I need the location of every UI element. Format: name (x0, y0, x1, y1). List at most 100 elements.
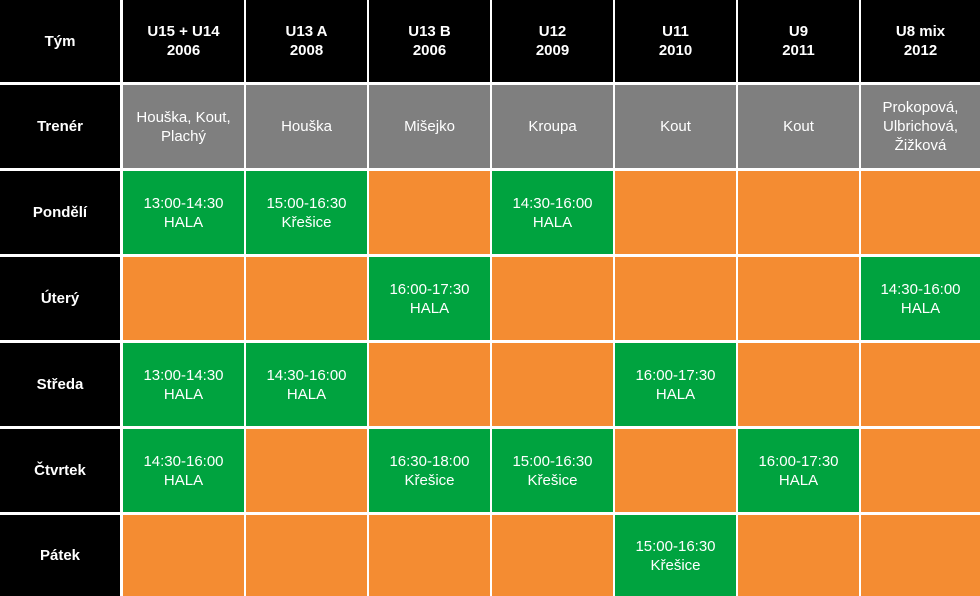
trainer-cell-text: Žižková (894, 137, 947, 154)
row-header-trainer-text: Trenér (37, 118, 83, 135)
session-cell-text: Křešice (650, 556, 701, 574)
trainer-cell-text: Prokopová, (882, 99, 959, 116)
corner-header-team-text: Tým (44, 32, 76, 50)
empty-cell (246, 515, 367, 596)
trainer-cell-text: Kout (783, 118, 814, 135)
empty-cell (861, 429, 980, 512)
team-header-text: U15 + U14 (147, 23, 220, 40)
trainer-cell: Kout (615, 85, 736, 168)
empty-cell (492, 343, 613, 426)
session-cell: 16:30-18:00 Křešice (369, 429, 490, 512)
team-header-text: U9 (788, 23, 809, 40)
empty-cell (738, 343, 859, 426)
team-header: U12 2009 (492, 0, 613, 82)
session-cell-text: HALA (778, 471, 819, 489)
session-cell: 13:00-14:30 HALA (123, 343, 244, 426)
session-cell-text: 16:00-17:30 (389, 280, 470, 298)
team-header: U8 mix 2012 (861, 0, 980, 82)
team-header: U9 2011 (738, 0, 859, 82)
session-cell-text: HALA (532, 213, 573, 231)
trainer-cell: Houška (246, 85, 367, 168)
team-header-text: U13 A (285, 23, 328, 40)
empty-cell (492, 515, 613, 596)
empty-cell (369, 343, 490, 426)
team-header-text: 2008 (289, 42, 324, 59)
row-header-day-text: Pátek (39, 547, 81, 564)
session-cell-text: 15:00-16:30 (635, 537, 716, 555)
team-header: U13 A 2008 (246, 0, 367, 82)
session-cell-text: 15:00-16:30 (512, 452, 593, 470)
empty-cell (246, 257, 367, 340)
row-header-day-text: Středa (36, 376, 84, 393)
session-cell: 15:00-16:30 Křešice (492, 429, 613, 512)
empty-cell (246, 429, 367, 512)
empty-cell (123, 515, 244, 596)
row-header-day-text: Úterý (40, 290, 80, 307)
session-cell-text: Křešice (527, 471, 578, 489)
session-cell-text: 13:00-14:30 (143, 194, 224, 212)
session-cell: 16:00-17:30 HALA (369, 257, 490, 340)
session-cell-text: 14:30-16:00 (266, 366, 347, 384)
team-header-text: U11 (662, 23, 689, 40)
session-cell-text: 14:30-16:00 (880, 280, 961, 298)
team-header-text: U12 (538, 23, 567, 40)
empty-cell (615, 429, 736, 512)
session-cell-text: HALA (409, 299, 450, 317)
empty-cell (369, 171, 490, 254)
session-cell-text: 15:00-16:30 (266, 194, 347, 212)
session-cell: 13:00-14:30 HALA (123, 171, 244, 254)
corner-header-team: Tým (0, 0, 120, 82)
row-header-day: Pondělí (0, 171, 120, 254)
team-header-text: 2006 (412, 42, 447, 59)
team-header-text: U13 B (408, 23, 451, 40)
session-cell: 16:00-17:30 HALA (615, 343, 736, 426)
trainer-cell-text: Ulbrichová, (882, 118, 959, 135)
team-header-text: 2006 (166, 42, 201, 59)
row-header-day: Středa (0, 343, 120, 426)
session-cell: 14:30-16:00 HALA (492, 171, 613, 254)
trainer-cell-text: Mišejko (404, 118, 455, 135)
empty-cell (861, 171, 980, 254)
session-cell-text: Křešice (404, 471, 455, 489)
empty-cell (861, 515, 980, 596)
session-cell: 16:00-17:30 HALA (738, 429, 859, 512)
session-cell-text: 16:00-17:30 (758, 452, 839, 470)
trainer-cell: Houška, Kout, Plachý (123, 85, 244, 168)
trainer-cell-text: Houška, Kout, (136, 108, 231, 126)
team-header-text: 2010 (658, 42, 693, 59)
empty-cell (738, 171, 859, 254)
session-cell: 14:30-16:00 HALA (123, 429, 244, 512)
trainer-cell: Mišejko (369, 85, 490, 168)
team-header-text: 2012 (903, 42, 938, 59)
session-cell: 15:00-16:30 Křešice (246, 171, 367, 254)
session-cell-text: 14:30-16:00 (512, 194, 593, 212)
trainer-cell-text: Houška (281, 118, 332, 135)
session-cell: 14:30-16:00 HALA (246, 343, 367, 426)
session-cell: 14:30-16:00 HALA (861, 257, 980, 340)
empty-cell (123, 257, 244, 340)
row-header-day-text: Pondělí (32, 204, 88, 221)
session-cell: 15:00-16:30 Křešice (615, 515, 736, 596)
trainer-cell: Prokopová, Ulbrichová, Žižková (861, 85, 980, 168)
session-cell-text: 16:30-18:00 (389, 452, 470, 470)
team-header-text: 2011 (782, 42, 815, 59)
empty-cell (738, 515, 859, 596)
trainer-cell-text: Kroupa (528, 118, 577, 135)
team-header: U13 B 2006 (369, 0, 490, 82)
trainer-cell-text: Kout (660, 118, 691, 135)
row-header-trainer: Trenér (0, 85, 120, 168)
session-cell-text: HALA (900, 299, 941, 317)
session-cell-text: 14:30-16:00 (143, 452, 224, 470)
row-header-day-text: Čtvrtek (34, 462, 86, 479)
trainer-cell-text: Plachý (160, 127, 207, 145)
session-cell-text: 16:00-17:30 (635, 366, 716, 384)
session-cell-text: HALA (655, 385, 696, 403)
session-cell-text: HALA (163, 213, 204, 231)
team-header: U15 + U14 2006 (123, 0, 244, 82)
team-header-text: 2009 (535, 42, 570, 59)
trainer-cell: Kout (738, 85, 859, 168)
row-header-day: Úterý (0, 257, 120, 340)
session-cell-text: HALA (163, 471, 204, 489)
session-cell-text: Křešice (281, 213, 332, 231)
